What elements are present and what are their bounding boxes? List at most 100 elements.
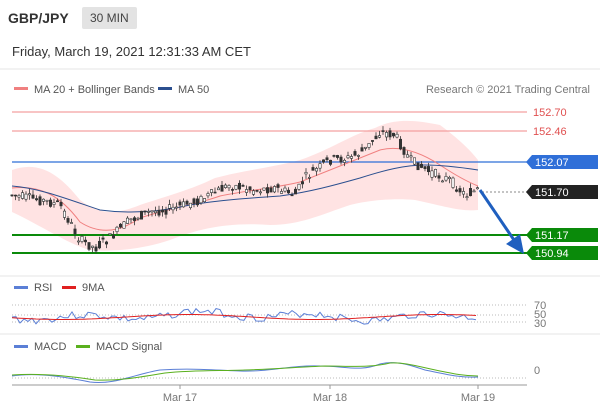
candle-body [433, 169, 437, 177]
candle-body [279, 191, 283, 194]
candle-body [55, 200, 59, 203]
ma50-legend-swatch [158, 87, 172, 90]
macd-tick-0: 0 [534, 365, 540, 377]
candle-body [24, 193, 28, 200]
candle-body [451, 177, 455, 188]
candle-body [10, 194, 14, 197]
candle-body [245, 189, 249, 193]
candle-body [129, 218, 133, 221]
candle-body [423, 166, 427, 170]
macd-signal-legend-swatch [76, 345, 90, 348]
candle-body [384, 132, 388, 138]
candle-body [290, 194, 294, 197]
rsi-legend-label: RSI [34, 282, 52, 294]
candle-body [468, 188, 472, 197]
candle-body [325, 157, 329, 161]
candle-body [300, 181, 304, 185]
candle-body [136, 217, 140, 220]
candle-body [213, 191, 217, 194]
candle-body [231, 189, 235, 191]
nine-ma-line [11, 314, 477, 320]
level-label-152-07: 152.07 [535, 157, 569, 169]
candle-body [447, 176, 451, 179]
candle-body [161, 209, 165, 213]
candle-body [314, 168, 318, 172]
rsi-line [11, 307, 477, 325]
candle-body [168, 204, 172, 209]
candle-body [367, 143, 371, 148]
candle-body [377, 135, 381, 138]
candle-body [311, 167, 315, 171]
candle-body [353, 151, 357, 156]
candle-body [17, 195, 21, 198]
candle-body [276, 184, 280, 188]
candle-body [52, 202, 56, 205]
candle-body [164, 209, 168, 215]
candle-body [41, 198, 45, 202]
candle-body [360, 147, 364, 152]
candle-body [238, 182, 242, 190]
candle-body [189, 202, 193, 208]
candle-body [66, 218, 70, 223]
level-label-152-70: 152.70 [533, 107, 567, 119]
candle-body [203, 198, 207, 202]
copyright-label: Research © 2021 Trading Central [426, 84, 590, 96]
candle-body [147, 211, 151, 213]
candle-body [472, 190, 476, 193]
candle-body [255, 190, 259, 192]
candle-body [335, 155, 339, 158]
candle-body [220, 184, 224, 192]
candle-body [272, 186, 276, 193]
candle-body [224, 184, 228, 188]
candle-body [269, 187, 273, 193]
candle-body [307, 176, 311, 179]
nine-ma-legend-swatch [62, 286, 76, 289]
candle-body [405, 154, 409, 158]
candle-body [318, 163, 322, 169]
candle-body [48, 199, 52, 207]
candle-body [262, 187, 266, 191]
x-label-mar17: Mar 17 [163, 392, 197, 404]
candle-body [339, 156, 343, 163]
ma20-legend-label: MA 20 + Bollinger Bands [34, 84, 155, 96]
bollinger-band [12, 120, 478, 251]
candle-body [458, 188, 462, 193]
candle-body [108, 233, 112, 235]
candle-body [321, 159, 325, 163]
candle-body [234, 185, 238, 190]
level-tag-152-07 [526, 155, 598, 169]
candle-body [206, 193, 210, 197]
candle-body [412, 157, 416, 165]
candle-body [119, 223, 123, 228]
candle-body [59, 201, 63, 207]
candle-body [297, 183, 301, 190]
candle-body [84, 239, 88, 243]
candle-body [370, 140, 374, 142]
candle-body [252, 190, 256, 195]
candle-body [98, 240, 102, 249]
level-label-152-46: 152.46 [533, 126, 567, 138]
timeframe-button[interactable]: 30 MIN [82, 7, 137, 29]
macd-legend-label: MACD [34, 341, 66, 353]
candle-body [27, 193, 31, 196]
candle-body [293, 188, 297, 195]
macd-legend-swatch [14, 345, 28, 348]
candle-body [402, 147, 406, 155]
candle-body [328, 159, 332, 165]
candle-body [286, 189, 290, 194]
candle-body [112, 234, 116, 239]
candle-body [126, 217, 130, 224]
rsi-legend-swatch [14, 286, 28, 289]
candle-body [465, 196, 469, 199]
ma20-line [11, 147, 479, 231]
candle-body [395, 133, 399, 138]
candle-body [248, 186, 252, 191]
candle-body [196, 198, 200, 206]
candle-body [374, 135, 378, 140]
candle-body [20, 192, 24, 199]
candle-body [77, 240, 81, 243]
candle-body [265, 187, 269, 194]
candle-body [34, 198, 38, 201]
candle-body [80, 236, 84, 242]
